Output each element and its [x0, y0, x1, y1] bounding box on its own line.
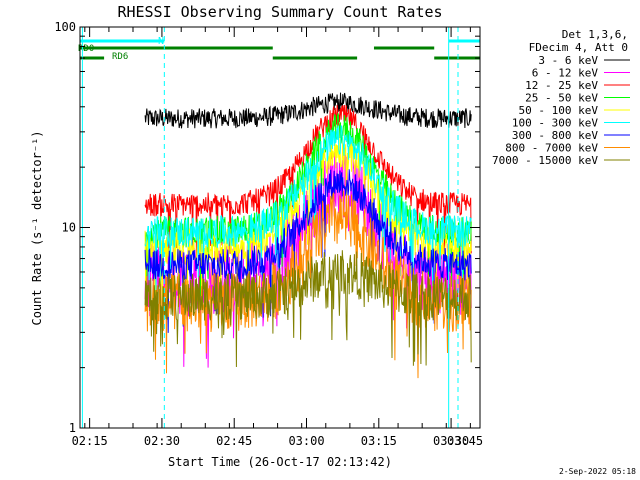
- y-tick-label-0: 1: [69, 421, 76, 435]
- legend-label-2: 12 - 25 keV: [525, 79, 598, 92]
- footer-date: 2-Sep-2022 05:18: [559, 467, 636, 476]
- status-label-n: N: [158, 36, 164, 47]
- axes-layer: 1 10 100 02:15 02:30 02:45 03:00 03:15 03:3003:4…: [54, 20, 483, 448]
- status-label-rd0: RD0: [78, 44, 94, 54]
- x-tick-label-3: 03:00: [288, 434, 324, 448]
- x-tick-label-5: 03:30: [433, 434, 469, 448]
- x-tick-label-1: 02:30: [144, 434, 180, 448]
- legend-label-3: 25 - 50 keV: [525, 92, 598, 105]
- legend-label-1: 6 - 12 keV: [532, 67, 599, 80]
- series-line-2: [144, 104, 472, 268]
- legend-label-0: 3 - 6 keV: [538, 54, 598, 67]
- x-tick-label-6: 03:45: [447, 434, 483, 448]
- data-layer: [144, 92, 472, 379]
- y-tick-label-2: 100: [54, 20, 76, 34]
- legend-label-7: 800 - 7000 keV: [505, 142, 598, 155]
- x-tick-label-2: 02:45: [216, 434, 252, 448]
- series-line-5: [144, 125, 472, 293]
- x-tick-label-4: 03:15: [361, 434, 397, 448]
- chart-title: RHESSI Observing Summary Count Rates: [117, 3, 442, 21]
- legend-label-8: 7000 - 15000 keV: [492, 154, 598, 167]
- series-line-0: [144, 92, 472, 129]
- series-line-6: [144, 169, 472, 333]
- legend-label-4: 50 - 100 keV: [519, 104, 599, 117]
- legend-header-line-2: FDecim 4, Att 0: [529, 41, 628, 54]
- x-tick-label-0: 02:15: [72, 434, 108, 448]
- legend-header-line-1: Det 1,3,6,: [562, 28, 628, 41]
- x-axis-label: Start Time (26-Oct-17 02:13:42): [168, 455, 392, 469]
- series-line-8: [144, 250, 472, 368]
- y-axis-label: Count Rate (s⁻¹ detector⁻¹): [30, 130, 44, 325]
- legend-label-6: 300 - 800 keV: [512, 129, 598, 142]
- legend-label-5: 100 - 300 keV: [512, 117, 598, 130]
- status-label-rd6: RD6: [112, 52, 128, 62]
- y-tick-label-1: 10: [62, 221, 76, 235]
